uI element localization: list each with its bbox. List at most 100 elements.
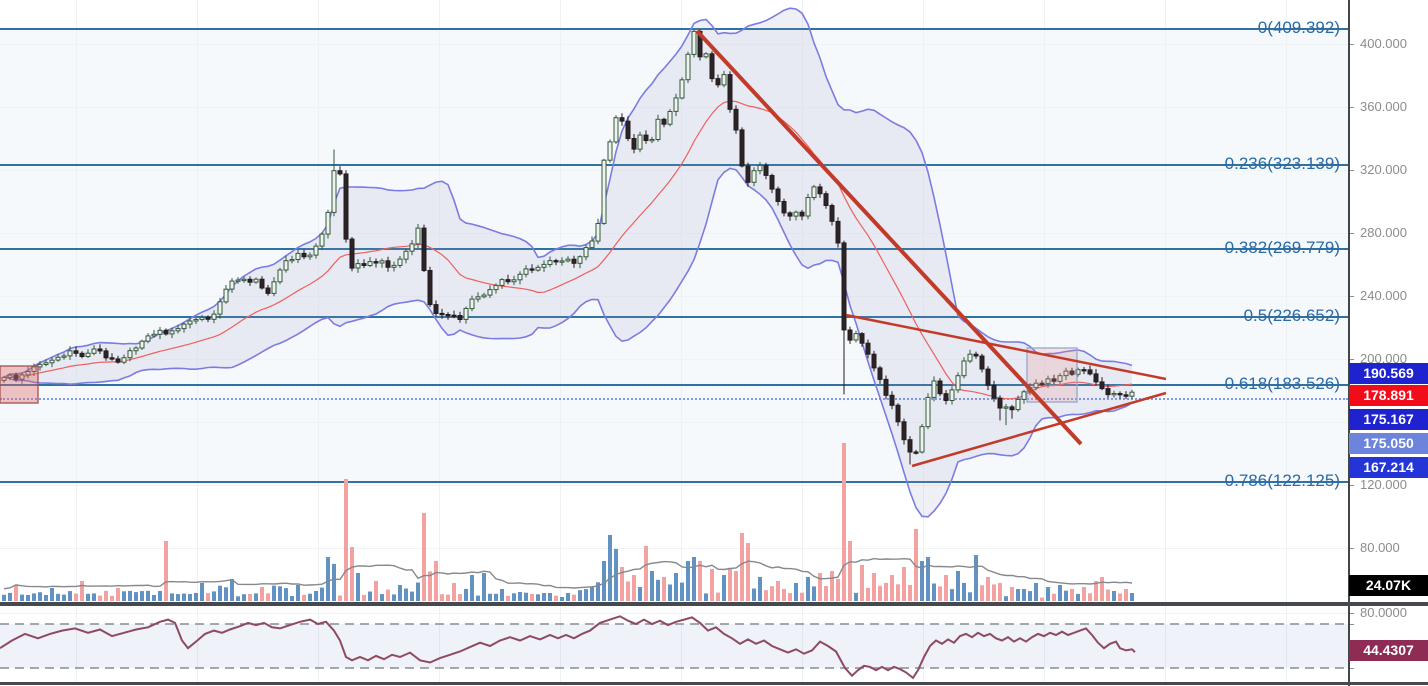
volume-bar: [32, 593, 36, 601]
volume-bar: [290, 596, 294, 601]
price-badge: 167.214: [1349, 457, 1428, 478]
fib-level-line[interactable]: [0, 164, 1348, 167]
price-badge: 175.167: [1349, 409, 1428, 430]
volume-bar: [602, 561, 606, 601]
vertical-gridline: [1165, 0, 1166, 603]
drawing-boxes[interactable]: [0, 347, 1078, 404]
volume-bar: [914, 529, 918, 601]
trendline-2[interactable]: [845, 313, 1167, 381]
candle-up: [565, 258, 571, 262]
volume-bar: [998, 583, 1002, 601]
price-chart-canvas[interactable]: [0, 0, 1348, 603]
fib-level-line[interactable]: [0, 480, 1348, 483]
volume-bar: [644, 546, 648, 601]
candle-down: [661, 118, 667, 125]
volume-bar: [1004, 596, 1008, 601]
volume-bar: [932, 583, 936, 601]
candle-up: [805, 197, 811, 217]
volume-bar: [20, 594, 24, 601]
vertical-gridline: [681, 0, 682, 603]
fib-level-line[interactable]: [0, 28, 1348, 31]
candle-up: [277, 269, 283, 283]
volume-bar: [692, 557, 696, 601]
fib-level-label: 0.382(269.779): [1224, 238, 1340, 258]
rsi-canvas[interactable]: [0, 606, 1348, 683]
volume-bar: [758, 577, 762, 601]
candle-down: [439, 312, 445, 316]
candle-down: [631, 138, 637, 150]
fib-level-line[interactable]: [0, 383, 1348, 386]
candle-up: [175, 328, 181, 332]
volume-bar: [806, 577, 810, 601]
candle-down: [1093, 373, 1099, 383]
volume-bar: [380, 594, 384, 601]
candle-up: [955, 375, 961, 391]
volume-bar: [686, 561, 690, 601]
volume-bar: [1106, 589, 1110, 601]
volume-bar: [632, 575, 636, 601]
volume-bar: [146, 590, 150, 601]
candle-up: [481, 294, 487, 298]
candle-down: [163, 329, 169, 335]
volume-bar: [152, 595, 156, 601]
volume-bar: [464, 588, 468, 601]
volume-bar: [428, 571, 432, 601]
axis-tick-label: 280.000: [1360, 225, 1407, 240]
candle-up: [7, 374, 13, 378]
volume-bar: [662, 577, 666, 601]
candle-down: [109, 357, 115, 360]
volume-bar: [1010, 587, 1014, 601]
candle-down: [619, 117, 625, 122]
volume-bar: [332, 563, 336, 601]
candle-up: [1111, 393, 1117, 396]
volume-bar: [524, 592, 528, 601]
candle-up: [853, 333, 859, 341]
volume-bar: [572, 594, 576, 601]
vertical-gridline: [560, 606, 561, 683]
volume-bar: [536, 594, 540, 601]
volume-bar: [494, 593, 498, 601]
candlesticks: [1, 29, 1135, 465]
axis-tick-label: 360.000: [1360, 99, 1407, 114]
candle-up: [517, 273, 523, 281]
fib-level-line[interactable]: [0, 316, 1348, 319]
panel-separator[interactable]: [0, 602, 1428, 606]
candle-up: [325, 211, 331, 235]
horizontal-gridline: [0, 296, 1348, 297]
volume-bar: [620, 567, 624, 601]
candle-up: [157, 329, 163, 335]
vertical-gridline: [439, 606, 440, 683]
volume-bar: [554, 595, 558, 601]
candle-up: [127, 350, 133, 359]
candle-down: [745, 165, 751, 183]
volume-bar: [902, 567, 906, 601]
fib-level-line[interactable]: [0, 248, 1348, 251]
rsi-panel[interactable]: [0, 606, 1348, 683]
horizontal-gridline: [0, 44, 1348, 45]
horizontal-gridline: [0, 170, 1348, 171]
candle-up: [31, 366, 37, 372]
volume-bar: [200, 583, 204, 601]
volume-ma-line: [3, 557, 1133, 590]
candle-down: [205, 316, 211, 320]
candle-up: [1045, 378, 1051, 384]
axis-tick: [1348, 170, 1354, 171]
volume-bar: [776, 581, 780, 601]
trendlines[interactable]: [695, 29, 1167, 468]
candle-down: [349, 238, 355, 269]
trendline-3[interactable]: [911, 391, 1167, 468]
candle-down: [1099, 381, 1105, 390]
volume-bar: [308, 593, 312, 601]
highlight-box[interactable]: [0, 365, 39, 404]
candle-down: [943, 393, 949, 402]
candle-down: [373, 261, 379, 264]
volume-bar: [410, 591, 414, 601]
price-scale[interactable]: [1348, 0, 1428, 686]
trendline-1[interactable]: [695, 29, 1083, 446]
volume-value-badge: 24.07K: [1349, 575, 1428, 596]
candle-up: [547, 260, 553, 266]
candle-down: [979, 355, 985, 370]
candle-up: [313, 245, 319, 256]
volume-bar: [452, 583, 456, 601]
